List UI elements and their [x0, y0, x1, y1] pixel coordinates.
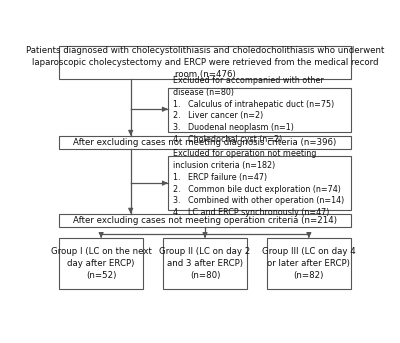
Text: Group I (LC on the next
day after ERCP)
(n=52): Group I (LC on the next day after ERCP) …: [51, 247, 152, 280]
Text: Excluded for accompanied with other
disease (n=80)
1.   Calculus of intrahepatic: Excluded for accompanied with other dise…: [173, 76, 335, 144]
FancyBboxPatch shape: [59, 46, 351, 80]
Text: After excluding cases not meeting diagnosis criteria (n=396): After excluding cases not meeting diagno…: [73, 138, 337, 147]
FancyBboxPatch shape: [163, 238, 247, 289]
Text: Group II (LC on day 2
and 3 after ERCP)
(n=80): Group II (LC on day 2 and 3 after ERCP) …: [159, 247, 251, 280]
FancyBboxPatch shape: [59, 214, 351, 227]
Text: Group III (LC on day 4
or later after ERCP)
(n=82): Group III (LC on day 4 or later after ER…: [262, 247, 356, 280]
FancyBboxPatch shape: [168, 156, 351, 210]
FancyBboxPatch shape: [168, 88, 351, 132]
FancyBboxPatch shape: [59, 136, 351, 150]
Text: After excluding cases not meeting operation criteria (n=214): After excluding cases not meeting operat…: [73, 216, 337, 225]
Text: Patients diagnosed with cholecystolithiasis and choledocholithiasis who underwen: Patients diagnosed with cholecystolithia…: [26, 46, 384, 79]
Text: Excluded for operation not meeting
inclusion criteria (n=182)
1.   ERCP failure : Excluded for operation not meeting inclu…: [173, 149, 345, 217]
FancyBboxPatch shape: [267, 238, 351, 289]
FancyBboxPatch shape: [59, 238, 143, 289]
